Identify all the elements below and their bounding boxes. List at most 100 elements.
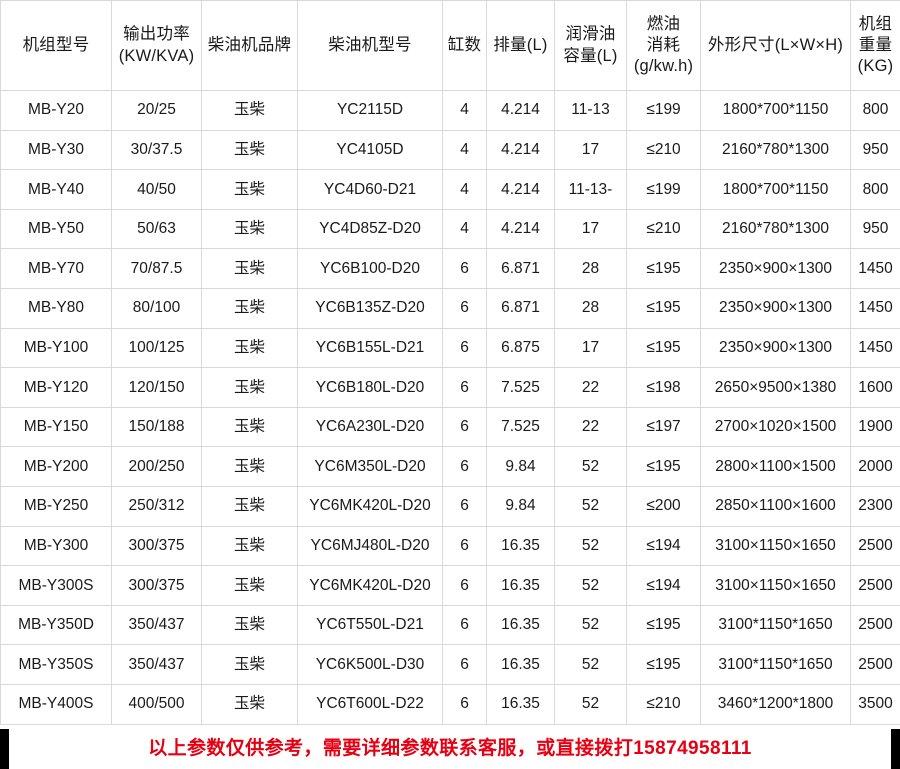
cell-oil_capacity: 11-13 xyxy=(555,91,627,131)
cell-engine_model: YC2115D xyxy=(298,91,443,131)
cell-oil_capacity: 52 xyxy=(555,605,627,645)
cell-dimensions: 2800×1100×1500 xyxy=(701,447,851,487)
cell-power: 50/63 xyxy=(112,209,202,249)
cell-engine_model: YC6B135Z-D20 xyxy=(298,288,443,328)
cell-cylinders: 6 xyxy=(443,368,487,408)
cell-dimensions: 2700×1020×1500 xyxy=(701,407,851,447)
cell-weight: 2500 xyxy=(851,605,900,645)
cell-fuel_consumption: ≤199 xyxy=(627,170,701,210)
header-line: 排量(L) xyxy=(489,35,552,56)
column-header-weight: 机组重量(KG) xyxy=(851,1,900,91)
cell-engine_model: YC6MK420L-D20 xyxy=(298,566,443,606)
header-line: 缸数 xyxy=(445,35,484,56)
cell-power: 350/437 xyxy=(112,605,202,645)
column-header-engine-model: 柴油机型号 xyxy=(298,1,443,91)
cell-brand: 玉柴 xyxy=(202,526,298,566)
cell-cylinders: 6 xyxy=(443,407,487,447)
cell-fuel_consumption: ≤195 xyxy=(627,605,701,645)
cell-oil_capacity: 17 xyxy=(555,328,627,368)
cell-weight: 1600 xyxy=(851,368,900,408)
cell-fuel_consumption: ≤210 xyxy=(627,130,701,170)
cell-brand: 玉柴 xyxy=(202,486,298,526)
cell-dimensions: 3100×1150×1650 xyxy=(701,566,851,606)
header-line: 容量(L) xyxy=(557,46,624,67)
cell-cylinders: 6 xyxy=(443,328,487,368)
cell-cylinders: 4 xyxy=(443,209,487,249)
cell-cylinders: 6 xyxy=(443,447,487,487)
cell-fuel_consumption: ≤210 xyxy=(627,684,701,724)
cell-displacement: 6.871 xyxy=(487,288,555,328)
cell-displacement: 16.35 xyxy=(487,605,555,645)
column-header-fuel-consumption: 燃油消耗(g/kw.h) xyxy=(627,1,701,91)
cell-oil_capacity: 22 xyxy=(555,407,627,447)
cell-weight: 1450 xyxy=(851,328,900,368)
header-line: 机组型号 xyxy=(3,35,109,56)
cell-displacement: 6.875 xyxy=(487,328,555,368)
cell-brand: 玉柴 xyxy=(202,368,298,408)
cell-engine_model: YC6MK420L-D20 xyxy=(298,486,443,526)
cell-brand: 玉柴 xyxy=(202,328,298,368)
cell-brand: 玉柴 xyxy=(202,684,298,724)
cell-cylinders: 6 xyxy=(443,566,487,606)
cell-weight: 2000 xyxy=(851,447,900,487)
cell-dimensions: 2650×9500×1380 xyxy=(701,368,851,408)
cell-fuel_consumption: ≤210 xyxy=(627,209,701,249)
cell-model: MB-Y20 xyxy=(1,91,112,131)
cell-model: MB-Y50 xyxy=(1,209,112,249)
cell-fuel_consumption: ≤195 xyxy=(627,447,701,487)
header-line: (KG) xyxy=(853,56,898,77)
cell-dimensions: 3100*1150*1650 xyxy=(701,605,851,645)
cell-model: MB-Y80 xyxy=(1,288,112,328)
cell-dimensions: 1800*700*1150 xyxy=(701,170,851,210)
cell-displacement: 16.35 xyxy=(487,526,555,566)
cell-engine_model: YC6A230L-D20 xyxy=(298,407,443,447)
cell-engine_model: YC6B155L-D21 xyxy=(298,328,443,368)
cell-fuel_consumption: ≤195 xyxy=(627,328,701,368)
header-line: 柴油机品牌 xyxy=(204,35,295,56)
cell-brand: 玉柴 xyxy=(202,605,298,645)
cell-weight: 2500 xyxy=(851,645,900,685)
cell-brand: 玉柴 xyxy=(202,249,298,289)
footer-note-row: 以上参数仅供参考，需要详细参数联系客服，或直接拨打15874958111 xyxy=(0,725,900,769)
cell-displacement: 9.84 xyxy=(487,486,555,526)
cell-power: 120/150 xyxy=(112,368,202,408)
header-line: 柴油机型号 xyxy=(300,35,440,56)
cell-displacement: 9.84 xyxy=(487,447,555,487)
header-line: 消耗 xyxy=(629,35,698,56)
cell-cylinders: 4 xyxy=(443,170,487,210)
cell-brand: 玉柴 xyxy=(202,566,298,606)
cell-brand: 玉柴 xyxy=(202,130,298,170)
cell-power: 250/312 xyxy=(112,486,202,526)
cell-cylinders: 6 xyxy=(443,486,487,526)
cell-weight: 950 xyxy=(851,209,900,249)
cell-power: 80/100 xyxy=(112,288,202,328)
cell-engine_model: YC6B180L-D20 xyxy=(298,368,443,408)
cell-power: 20/25 xyxy=(112,91,202,131)
cell-brand: 玉柴 xyxy=(202,407,298,447)
cell-displacement: 7.525 xyxy=(487,407,555,447)
column-header-model: 机组型号 xyxy=(1,1,112,91)
cell-dimensions: 2850×1100×1600 xyxy=(701,486,851,526)
cell-weight: 2300 xyxy=(851,486,900,526)
table-header: 机组型号 输出功率(KW/KVA) 柴油机品牌 柴油机型号 缸数 排量(L) 润… xyxy=(1,1,900,91)
cell-cylinders: 4 xyxy=(443,91,487,131)
cell-model: MB-Y30 xyxy=(1,130,112,170)
cell-oil_capacity: 52 xyxy=(555,447,627,487)
cell-model: MB-Y150 xyxy=(1,407,112,447)
header-line: (g/kw.h) xyxy=(629,56,698,77)
cell-power: 400/500 xyxy=(112,684,202,724)
cell-weight: 2500 xyxy=(851,566,900,606)
cell-displacement: 4.214 xyxy=(487,209,555,249)
cell-fuel_consumption: ≤195 xyxy=(627,249,701,289)
cell-fuel_consumption: ≤199 xyxy=(627,91,701,131)
cell-brand: 玉柴 xyxy=(202,209,298,249)
cell-brand: 玉柴 xyxy=(202,645,298,685)
cell-engine_model: YC4D60-D21 xyxy=(298,170,443,210)
cell-cylinders: 6 xyxy=(443,288,487,328)
cell-dimensions: 2160*780*1300 xyxy=(701,130,851,170)
